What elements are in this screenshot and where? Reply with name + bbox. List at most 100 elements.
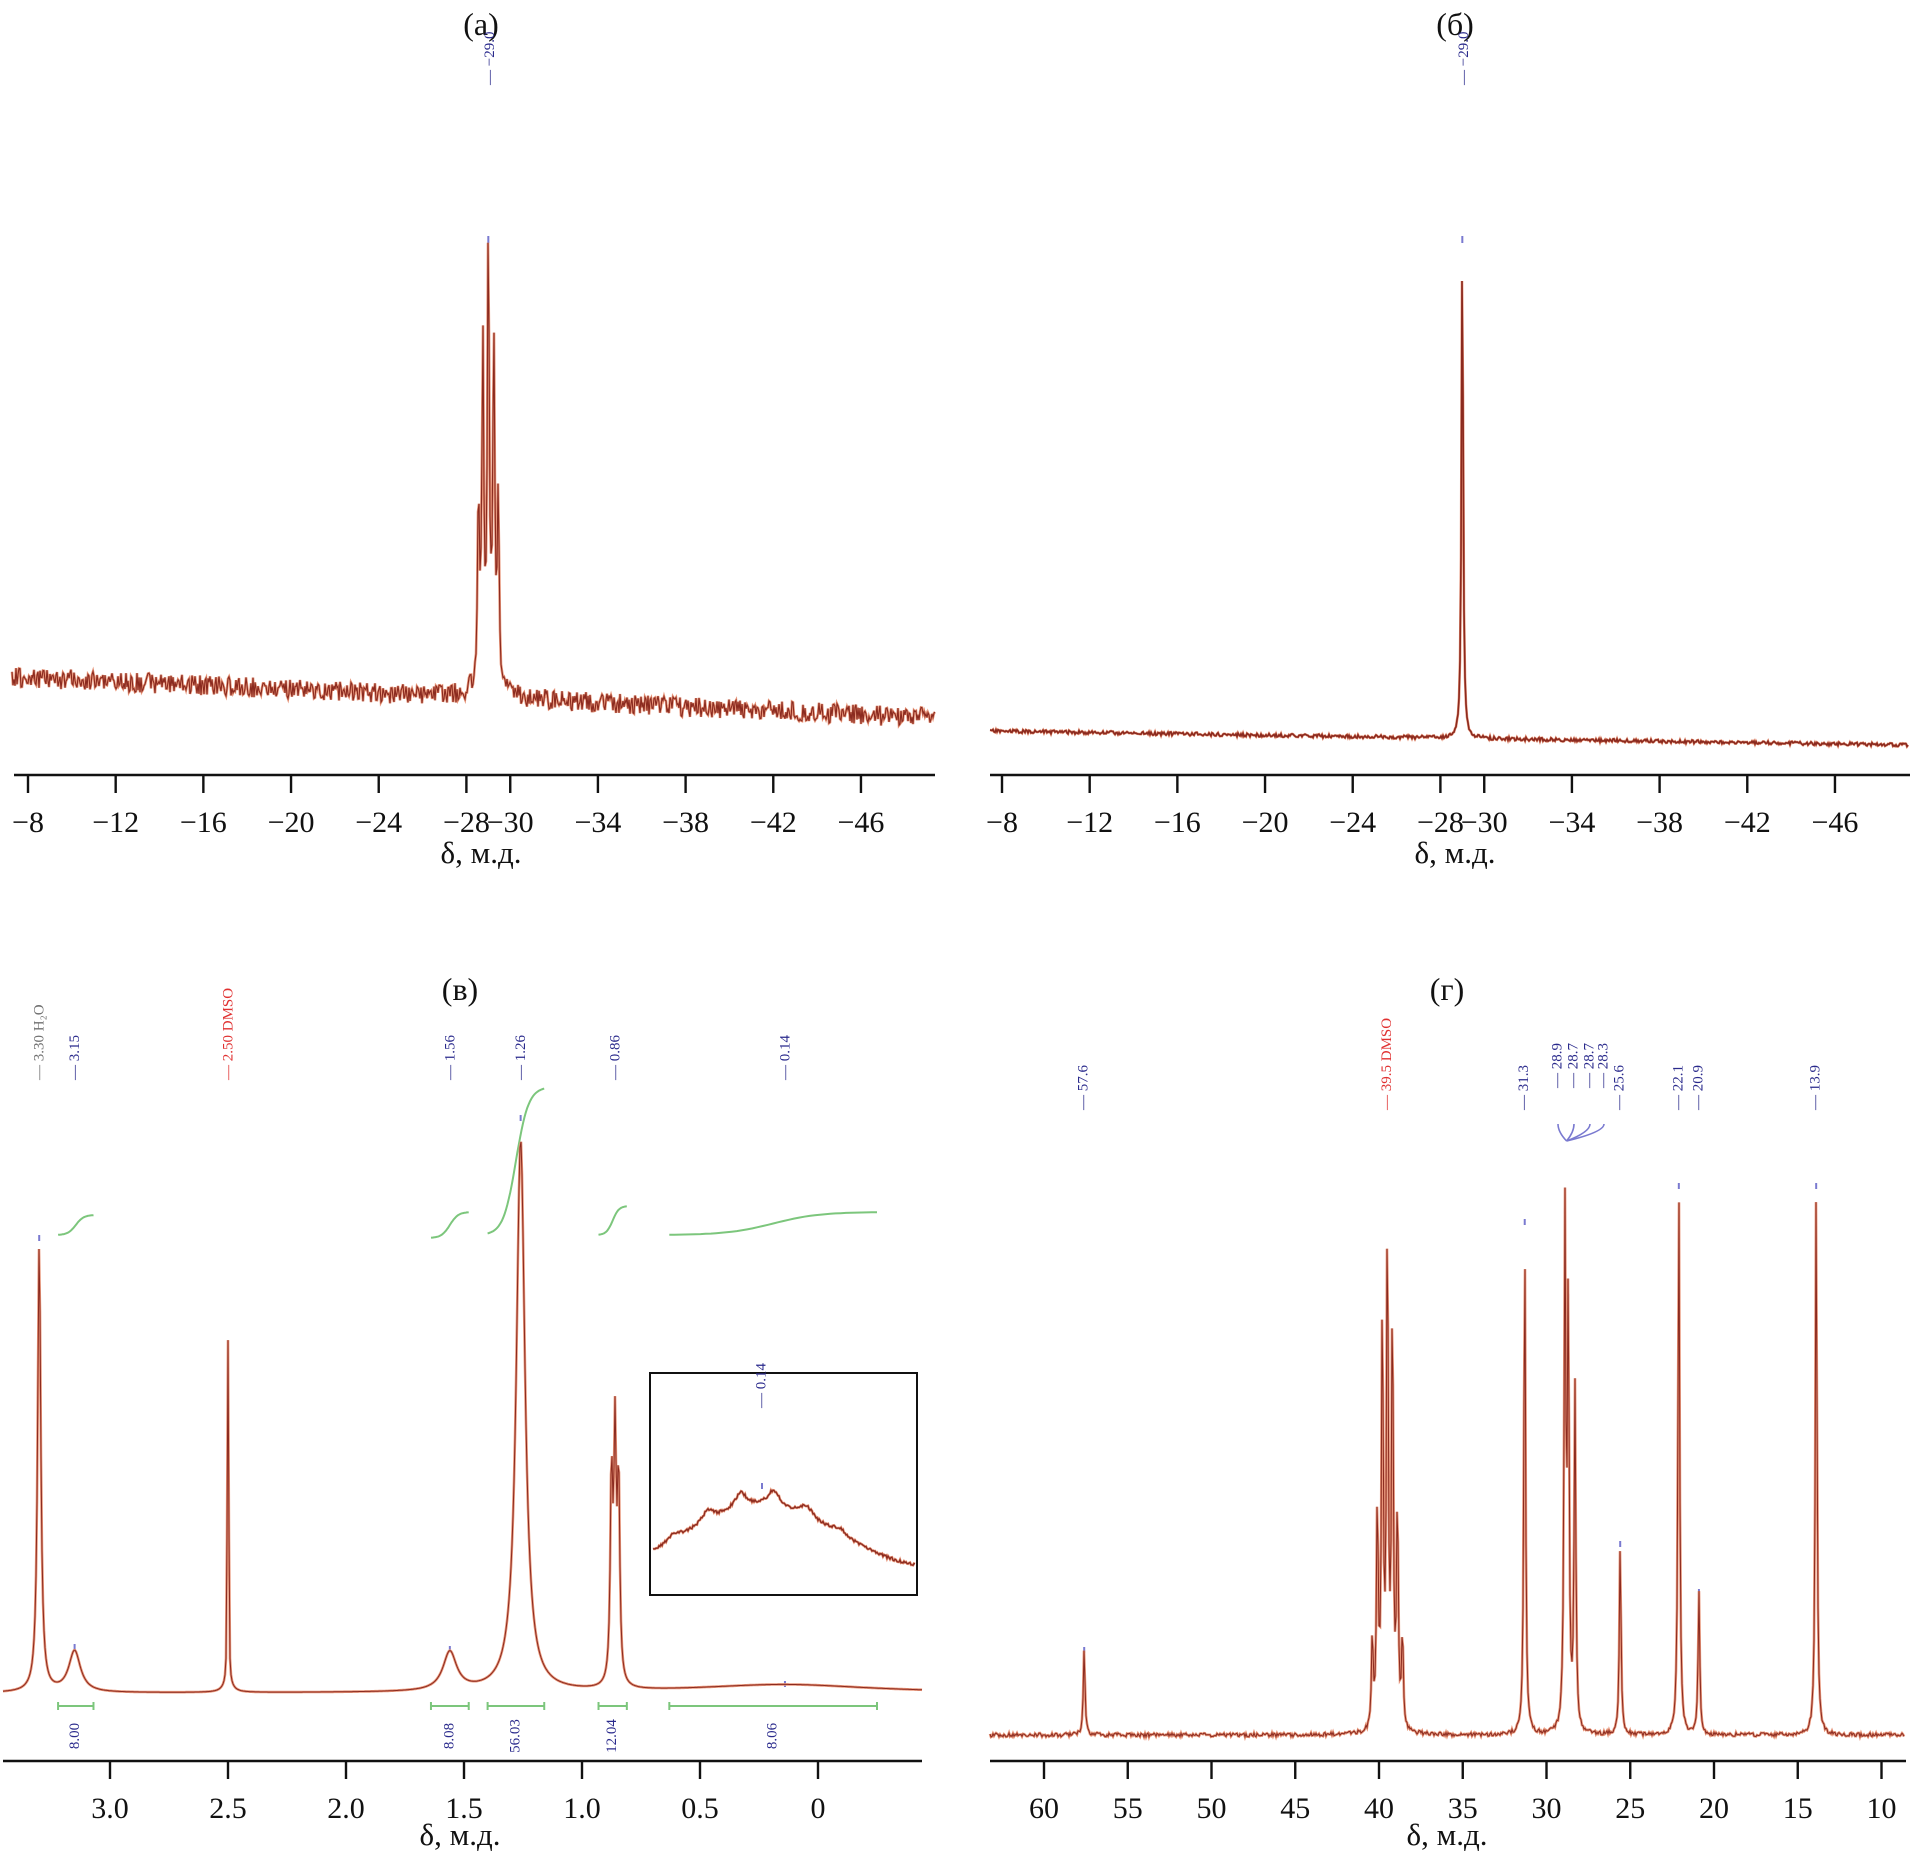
- panel-b-ticks: −8 −12 −16 −20 −24 −28−30 −34 −38 −42 −46: [986, 775, 1858, 839]
- x-tick-label: 2.5: [209, 1792, 247, 1825]
- panel-c-peak-labels: — 3.30 H₂O — 3.15 — 2.50 DMSO — 1.56 — 1.26 —…: [32, 988, 793, 1687]
- panel-b-peak-labels: — −29.0: [1456, 32, 1472, 243]
- x-tick-label: −42: [1724, 806, 1771, 839]
- panel-d-trace: [988, 1187, 1906, 1742]
- x-tick-label: −34: [1548, 806, 1595, 839]
- x-tick-label: 10: [1867, 1792, 1897, 1825]
- x-tick-label: −20: [268, 806, 315, 839]
- spectrum-trace: [989, 280, 1909, 749]
- x-tick-label: 20: [1699, 1792, 1729, 1825]
- peak-label: — 28.3: [1595, 1043, 1611, 1089]
- peak-label: — 1.26: [513, 1035, 529, 1082]
- panel-c-label: (в): [442, 971, 478, 1007]
- x-tick-label: −30: [487, 806, 534, 839]
- x-tick-label: −28: [443, 806, 490, 839]
- x-tick-label: −38: [1636, 806, 1683, 839]
- peak-label: — 0.14: [777, 1035, 793, 1082]
- panel-d-ticks: 60 55 50 45 40 35 30 25 20 15 10: [1029, 1761, 1897, 1825]
- spectrum-trace: [11, 242, 936, 727]
- panel-c-ticks: 3.0 2.5 2.0 1.5 1.0 0.5 0: [91, 1761, 826, 1825]
- spectrum-trace: [652, 1488, 916, 1567]
- peak-label: — 1.56: [442, 1035, 458, 1082]
- panel-d-label: (г): [1430, 971, 1464, 1007]
- panel-c-trace: [2, 1141, 923, 1694]
- peak-label: — 39.5 DMSO: [1379, 1018, 1395, 1111]
- x-tick-label: 15: [1783, 1792, 1813, 1825]
- x-tick-label: −38: [662, 806, 709, 839]
- x-tick-label: −8: [986, 806, 1018, 839]
- spectrum-trace: [989, 1187, 1905, 1739]
- x-tick-label: 30: [1532, 1792, 1562, 1825]
- peak-label: — 28.7: [1581, 1043, 1597, 1090]
- panel-b-label: (б): [1436, 6, 1474, 42]
- panel-a-ticks: −8 −12 −16 −20 −24 −28−30 −34 −38 −42 −46: [12, 775, 884, 839]
- inset-frame: [649, 1372, 918, 1596]
- panel-c-spectrum: (в) — 3.30 H₂O — 3.15 — 2.50 DMSO — 1.56 — 1…: [2, 971, 923, 1852]
- spectrum-trace-halo: [10, 242, 936, 729]
- peak-label: — 3.15: [67, 1035, 83, 1081]
- integral-curve: [669, 1211, 877, 1236]
- peak-label: — 0.86: [607, 1035, 623, 1082]
- x-tick-label: −12: [92, 806, 139, 839]
- x-tick-label: −24: [355, 806, 402, 839]
- x-tick-label: 1.0: [563, 1792, 601, 1825]
- peak-label: — 13.9: [1808, 1065, 1824, 1111]
- integral-value: 8.08: [441, 1723, 457, 1749]
- spectrum-trace-halo: [988, 1187, 1906, 1742]
- x-tick-label: −28: [1417, 806, 1464, 839]
- x-tick-label: −34: [574, 806, 621, 839]
- inset-trace: [652, 1487, 916, 1567]
- panel-d-peak-labels: — 57.6— 39.5 DMSO — 31.3— 28.9— 28.7— 28.…: [1076, 1018, 1824, 1653]
- peak-label: — 31.3: [1516, 1065, 1532, 1111]
- panel-a-label: (а): [463, 6, 499, 42]
- peak-label: — 20.9: [1690, 1065, 1706, 1111]
- peak-label: — 25.6: [1612, 1065, 1628, 1112]
- x-tick-label: −46: [837, 806, 884, 839]
- x-tick-label: −16: [1154, 806, 1201, 839]
- x-tick-label: −16: [180, 806, 227, 839]
- integral-curve: [430, 1211, 469, 1239]
- x-tick-label: 0: [811, 1792, 826, 1825]
- peak-label: — 28.9: [1549, 1043, 1565, 1089]
- x-tick-label: −24: [1329, 806, 1376, 839]
- panel-b-spectrum: (б) — −29.0 −8 −12 −16 −20 −24 −28−30 −34 −38 −4…: [986, 6, 1910, 870]
- panel-a-x-axis-title: δ, м.д.: [441, 835, 522, 870]
- x-tick-label: 40: [1364, 1792, 1394, 1825]
- panel-c-integral-curves: [57, 1087, 877, 1239]
- x-tick-label: −46: [1811, 806, 1858, 839]
- spectrum-trace-halo: [989, 280, 1910, 750]
- peak-label: — 3.30 H₂O: [32, 1004, 48, 1081]
- x-tick-label: 55: [1113, 1792, 1143, 1825]
- x-tick-label: 2.0: [327, 1792, 365, 1825]
- x-tick-label: 1.5: [445, 1792, 483, 1825]
- x-tick-label: 50: [1197, 1792, 1227, 1825]
- panel-d-spectrum: (г) — 57.6— 39.5 DMSO — 31.3— 28.9— 28.7—…: [988, 971, 1906, 1852]
- inset-peak-labels: — 0.14: [753, 1363, 769, 1489]
- peak-label: — −29.0: [1456, 32, 1472, 86]
- panel-d-x-axis-title: δ, м.д.: [1407, 1817, 1488, 1852]
- integral-value: 8.06: [765, 1722, 781, 1749]
- peak-label: — −29.0: [482, 32, 498, 86]
- panel-a-peak-labels: — −29.0: [482, 32, 498, 243]
- panel-c-integral-bars: 8.00 8.08 56.03 12.04 8.06: [57, 1702, 878, 1753]
- panel-c-inset: — 0.14: [649, 1363, 918, 1596]
- panel-a-spectrum: (а) — −29.0 −8 −12 −16 −20 −24 −28−30 −34 −38 −4…: [10, 6, 936, 870]
- spectrum-trace: [2, 1141, 923, 1693]
- x-tick-label: 60: [1029, 1792, 1059, 1825]
- x-tick-label: −12: [1066, 806, 1113, 839]
- peak-label: — 28.7: [1565, 1043, 1581, 1090]
- x-tick-label: 45: [1280, 1792, 1310, 1825]
- x-tick-label: −20: [1242, 806, 1289, 839]
- panel-a-trace: [10, 242, 936, 729]
- x-tick-label: 25: [1615, 1792, 1645, 1825]
- integral-value: 8.00: [67, 1723, 83, 1749]
- peak-label: — 22.1: [1670, 1065, 1686, 1111]
- peak-label: — 0.14: [753, 1363, 769, 1410]
- integral-value: 56.03: [507, 1719, 523, 1753]
- integral-value: 12.04: [604, 1719, 620, 1753]
- x-tick-label: −42: [750, 806, 797, 839]
- x-tick-label: −8: [12, 806, 44, 839]
- panel-c-x-axis-title: δ, м.д.: [420, 1817, 501, 1852]
- peak-label: — 2.50 DMSO: [220, 988, 236, 1081]
